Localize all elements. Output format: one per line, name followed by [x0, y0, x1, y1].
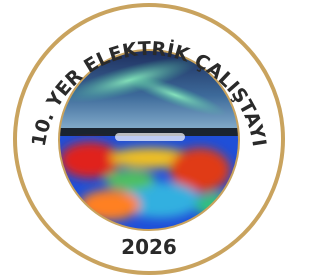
year: 2026 [121, 235, 177, 259]
logo: 10. YER ELEKTRİK ÇALIŞTAYI 2026 [0, 0, 297, 277]
